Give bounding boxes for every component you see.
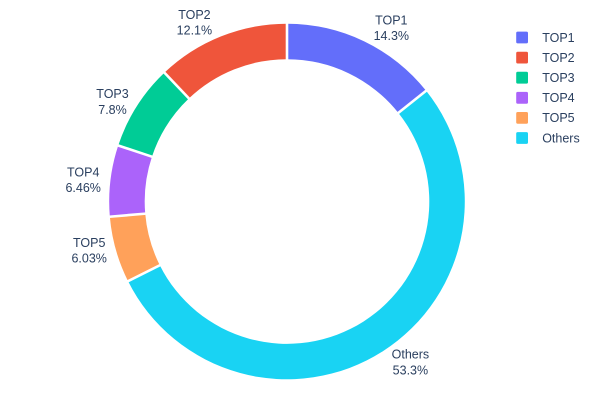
svg-text:TOP3: TOP3 (542, 71, 574, 85)
svg-text:TOP4: TOP4 (542, 91, 574, 105)
svg-text:Others: Others (542, 131, 580, 145)
svg-text:TOP1: TOP1 (542, 31, 574, 45)
svg-text:TOP2: TOP2 (542, 51, 574, 65)
svg-text:TOP5: TOP5 (542, 111, 574, 125)
